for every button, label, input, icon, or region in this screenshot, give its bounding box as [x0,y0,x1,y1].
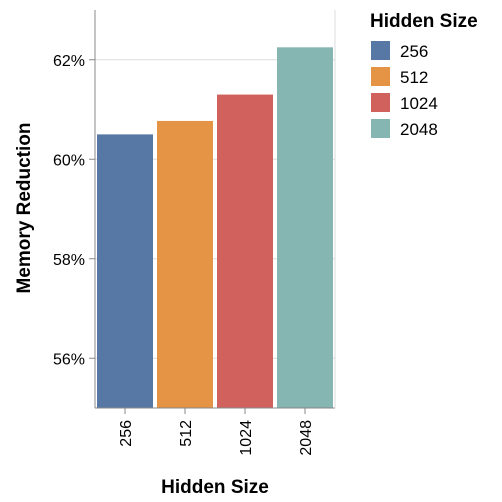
legend-swatch [371,41,390,60]
bar-1024 [217,94,273,408]
y-tick-label: 62% [53,53,85,70]
legend-label: 512 [400,68,428,87]
x-tick-label: 512 [178,420,195,447]
legend: Hidden Size 256 512 1024 2048 [370,11,478,139]
y-tick-label: 56% [53,351,85,368]
bars [97,47,333,408]
y-axis-ticks: 56% 58% 60% 62% [53,53,95,368]
y-tick-label: 58% [53,252,85,269]
bar-2048 [277,47,333,408]
x-axis-ticks: 256 512 1024 2048 [118,408,315,456]
legend-label: 2048 [400,120,438,139]
legend-swatch [371,119,390,138]
legend-swatch [371,67,390,86]
legend-label: 1024 [400,94,438,113]
bar-512 [157,120,213,408]
legend-swatch [371,93,390,112]
y-axis-title: Memory Reduction [14,122,35,293]
x-tick-label: 2048 [298,420,315,456]
x-tick-label: 256 [118,420,135,447]
axes [94,10,336,409]
legend-label: 256 [400,42,428,61]
legend-title: Hidden Size [370,11,478,32]
x-tick-label: 1024 [238,420,255,456]
y-tick-label: 60% [53,152,85,169]
bar-256 [97,134,153,408]
x-axis-title: Hidden Size [161,477,269,498]
